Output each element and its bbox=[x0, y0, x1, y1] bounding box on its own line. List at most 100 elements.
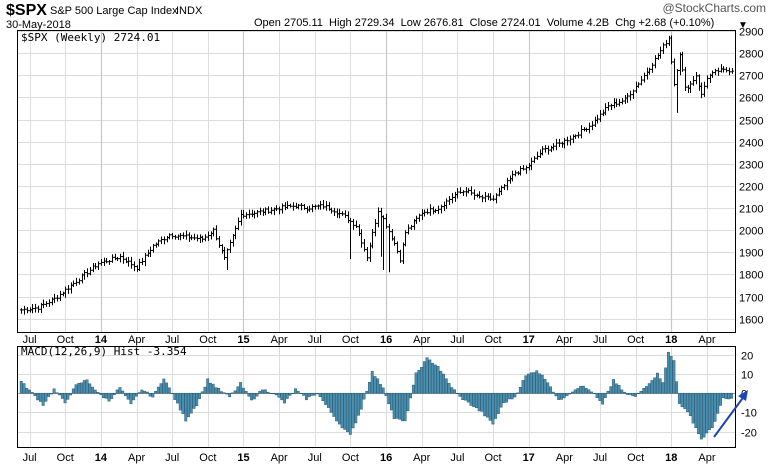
macd-hist-bar bbox=[365, 390, 369, 394]
price-bar bbox=[201, 235, 204, 243]
price-bar bbox=[114, 253, 117, 261]
price-bar bbox=[489, 193, 492, 201]
macd-hist-bar bbox=[702, 392, 706, 438]
price-bar bbox=[292, 202, 295, 211]
price-bar bbox=[59, 290, 62, 301]
price-bar bbox=[122, 251, 125, 264]
price-bar bbox=[500, 185, 503, 195]
macd-hist-bar bbox=[425, 357, 429, 394]
macd-hist-bar bbox=[93, 389, 97, 394]
macd-hist-bar bbox=[379, 384, 382, 394]
macd-hist-bar bbox=[573, 389, 577, 394]
macd-hist-bar bbox=[357, 392, 360, 416]
macd-hist-bar bbox=[313, 392, 317, 396]
macd-hist-bar bbox=[113, 392, 116, 395]
price-bar bbox=[226, 248, 229, 271]
macd-hist-bar bbox=[315, 392, 319, 395]
x-tick-label: Jul bbox=[450, 334, 464, 346]
price-bar bbox=[676, 69, 679, 113]
annotation-arrow bbox=[713, 390, 748, 438]
macd-hist-bar bbox=[96, 392, 100, 394]
x-tick-label: Jul bbox=[593, 334, 607, 346]
price-bar bbox=[204, 234, 207, 242]
price-bar bbox=[498, 187, 501, 197]
price-bar bbox=[519, 165, 522, 176]
price-bar bbox=[355, 220, 358, 228]
x-tick-label: Jul bbox=[165, 452, 179, 464]
price-bar bbox=[621, 98, 624, 105]
price-bar bbox=[284, 202, 287, 211]
macd-hist-bar bbox=[217, 388, 221, 394]
price-bar bbox=[286, 201, 289, 210]
macd-hist-bar bbox=[505, 392, 509, 403]
macd-hist-bar bbox=[538, 373, 541, 394]
macd-hist-bar bbox=[58, 392, 62, 396]
macd-hist-bar bbox=[587, 389, 591, 394]
macd-hist-bar bbox=[307, 392, 311, 398]
price-bar bbox=[303, 203, 306, 210]
macd-hist-bar bbox=[458, 392, 462, 397]
price-bar bbox=[640, 75, 643, 86]
x-tick-label: Oct bbox=[57, 452, 74, 464]
price-bar bbox=[626, 93, 629, 103]
price-bar bbox=[530, 157, 533, 171]
macd-hist-bar bbox=[36, 392, 40, 401]
price-bar bbox=[415, 215, 418, 224]
price-bar bbox=[94, 262, 97, 270]
price-bar bbox=[563, 137, 566, 149]
macd-hist-bar bbox=[41, 392, 45, 406]
price-bar bbox=[599, 109, 602, 122]
macd-hist-bar bbox=[280, 392, 284, 401]
price-bar bbox=[70, 282, 73, 294]
macd-hist-bar bbox=[209, 382, 212, 394]
macd-hist-bar bbox=[609, 386, 613, 394]
x-tick-label: Jul bbox=[23, 334, 37, 346]
price-bar bbox=[215, 225, 218, 241]
price-bar bbox=[308, 205, 311, 212]
macd-tick-label: 10 bbox=[741, 370, 753, 382]
price-bar bbox=[731, 67, 734, 74]
price-bar bbox=[555, 138, 558, 151]
macd-bars bbox=[19, 351, 733, 440]
macd-hist-bar bbox=[431, 363, 434, 394]
price-bar bbox=[632, 89, 635, 99]
macd-hist-bar bbox=[565, 392, 569, 397]
macd-hist-bar bbox=[134, 392, 138, 397]
price-bar bbox=[338, 208, 341, 219]
price-bar bbox=[199, 234, 202, 243]
macd-hist-bar bbox=[579, 385, 583, 394]
price-bar bbox=[100, 259, 103, 266]
macd-hist-bar bbox=[337, 392, 341, 425]
price-bar bbox=[56, 294, 59, 302]
price-bar bbox=[360, 229, 363, 248]
macd-hist-bar bbox=[335, 392, 339, 422]
price-bar bbox=[193, 233, 196, 241]
price-bar bbox=[722, 66, 725, 73]
price-bar bbox=[456, 188, 459, 199]
price-bar bbox=[149, 246, 152, 258]
price-tick-label: 1700 bbox=[739, 293, 763, 305]
macd-hist-bar bbox=[656, 372, 659, 394]
price-bar bbox=[264, 207, 267, 216]
macd-hist-bar bbox=[368, 381, 371, 394]
macd-hist-bar bbox=[326, 392, 330, 408]
macd-hist-bar bbox=[496, 392, 500, 414]
x-tick-label: Oct bbox=[484, 452, 501, 464]
macd-hist-bar bbox=[436, 366, 440, 394]
price-bar bbox=[423, 209, 426, 217]
price-bar bbox=[86, 268, 89, 278]
macd-hist-bar bbox=[162, 378, 166, 394]
macd-hist-bar bbox=[444, 378, 448, 394]
price-bar bbox=[366, 247, 369, 262]
price-bar bbox=[604, 103, 607, 116]
macd-grid bbox=[18, 347, 735, 447]
macd-hist-bar bbox=[411, 384, 415, 394]
x-tick-label: Apr bbox=[413, 452, 430, 464]
price-bar bbox=[336, 208, 339, 218]
macd-hist-bar bbox=[263, 389, 267, 394]
price-bar bbox=[51, 297, 54, 306]
price-bar bbox=[426, 208, 429, 215]
price-bar bbox=[706, 75, 709, 89]
x-tick-label: 18 bbox=[665, 452, 677, 464]
price-bar bbox=[651, 62, 654, 73]
